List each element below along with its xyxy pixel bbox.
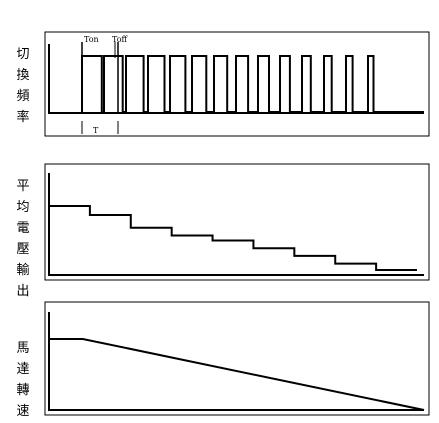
label-char: 出 bbox=[16, 284, 30, 299]
label-char: 達 bbox=[16, 362, 30, 377]
panel-frame-voltage bbox=[44, 163, 430, 281]
label-char: 均 bbox=[16, 200, 30, 215]
label-char: 轉 bbox=[16, 383, 30, 398]
label-char: 頻 bbox=[16, 89, 30, 104]
average-voltage-label: 平 均 電 壓 輸 出 bbox=[12, 176, 34, 302]
label-char: 馬 bbox=[16, 341, 30, 356]
motor-speed-label: 馬 達 轉 速 bbox=[12, 338, 34, 422]
label-char: 輸 bbox=[16, 263, 30, 278]
label-char: 換 bbox=[16, 68, 30, 83]
motor-speed-ramp bbox=[49, 338, 425, 411]
toff-annotation: Toff bbox=[112, 35, 129, 44]
period-annotation: T bbox=[93, 126, 99, 135]
label-char: 電 bbox=[16, 221, 30, 236]
panel-frame-switching bbox=[44, 31, 430, 137]
label-char: 平 bbox=[16, 179, 30, 194]
voltage-axis bbox=[48, 173, 424, 276]
average-voltage-staircase bbox=[49, 205, 417, 271]
panel-frame-speed bbox=[44, 301, 430, 416]
label-char: 速 bbox=[16, 404, 30, 419]
label-char: 壓 bbox=[16, 242, 30, 257]
pwm-waveform bbox=[81, 55, 424, 113]
ton-annotation: Ton bbox=[84, 35, 99, 44]
switching-frequency-label: 切 換 頻 率 bbox=[12, 44, 34, 128]
label-char: 率 bbox=[16, 110, 30, 125]
speed-axis bbox=[48, 312, 424, 411]
label-char: 切 bbox=[16, 47, 30, 62]
